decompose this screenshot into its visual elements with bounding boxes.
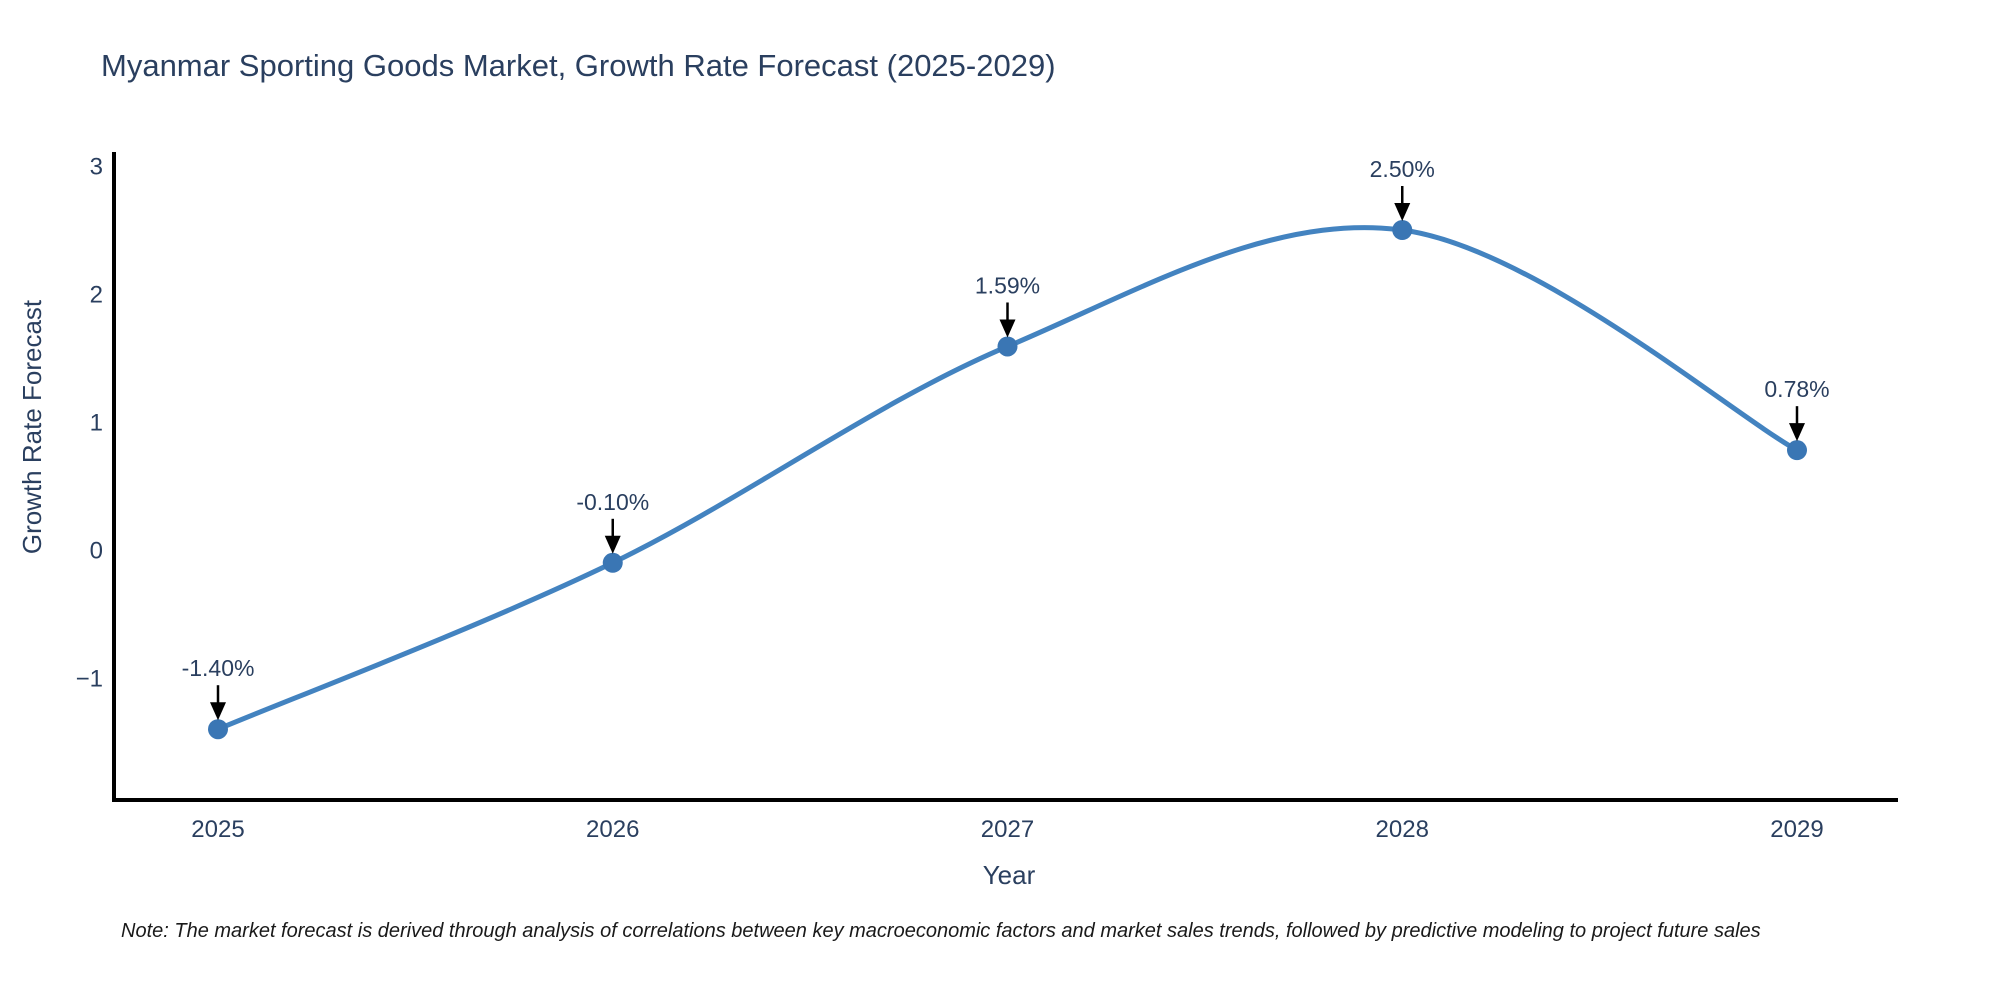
x-tick-label: 2025 <box>191 816 244 843</box>
x-axis-title: Year <box>983 860 1036 890</box>
y-tick-label: 3 <box>90 153 103 180</box>
chart-title: Myanmar Sporting Goods Market, Growth Ra… <box>101 48 1056 83</box>
data-point-marker <box>1392 220 1413 240</box>
x-tick-label: 2026 <box>586 816 639 843</box>
annotation-arrow-head <box>999 319 1016 338</box>
x-tick-labels: 2025 2026 2027 2028 2029 <box>191 816 1823 843</box>
point-value-label: 0.78% <box>1764 376 1829 402</box>
point-value-label: 1.59% <box>975 272 1040 298</box>
data-point-markers <box>208 220 1807 740</box>
footnote: Note: The market forecast is derived thr… <box>121 920 1761 942</box>
data-point-marker <box>1787 440 1807 461</box>
annotation-arrow-head <box>1394 203 1411 221</box>
data-point-marker <box>208 719 228 740</box>
point-value-label: 2.50% <box>1370 156 1435 182</box>
x-tick-label: 2029 <box>1770 816 1823 843</box>
data-point-marker <box>997 336 1018 357</box>
y-tick-label: −1 <box>76 665 103 692</box>
annotation-arrow-head <box>604 535 621 554</box>
x-tick-label: 2028 <box>1376 816 1429 843</box>
annotation-arrow-head <box>1789 423 1805 442</box>
point-annotations: -1.40% -0.10% 1.59% 2.50% 0.78% <box>182 156 1830 721</box>
y-tick-label: 2 <box>90 281 103 308</box>
point-value-label: -0.10% <box>576 489 649 515</box>
y-tick-label: 1 <box>90 409 103 436</box>
x-tick-label: 2027 <box>981 816 1034 843</box>
data-point-marker <box>602 552 623 573</box>
annotation-arrow-head <box>210 702 226 721</box>
y-tick-label: 0 <box>90 537 103 564</box>
y-tick-labels: 3 2 1 0 −1 <box>76 153 103 692</box>
point-value-label: -1.40% <box>182 655 255 681</box>
y-axis-title: Growth Rate Forecast <box>17 299 47 554</box>
